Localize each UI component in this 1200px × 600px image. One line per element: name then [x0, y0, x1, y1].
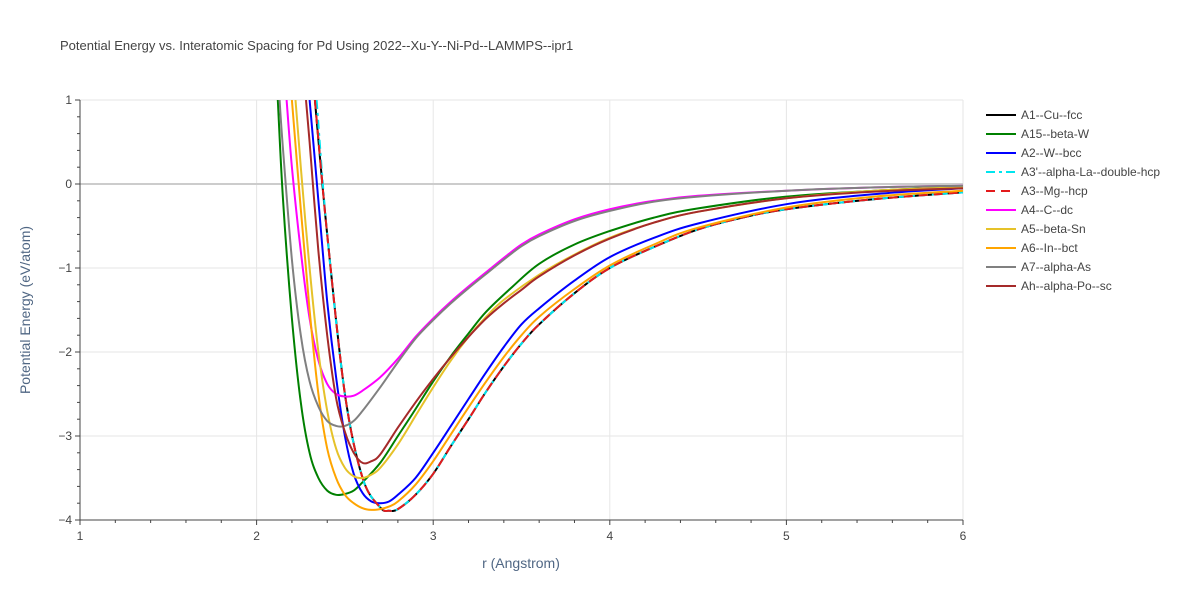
- x-axis-title: r (Angstrom): [482, 555, 560, 571]
- grid: [80, 99, 964, 520]
- y-axis-title: Potential Energy (eV/atom): [17, 226, 33, 394]
- x-tick-label: 5: [783, 529, 790, 543]
- y-tick-label: −1: [58, 261, 72, 275]
- legend-label: A2--W--bcc: [1021, 146, 1081, 160]
- legend-label: A5--beta-Sn: [1021, 222, 1086, 236]
- legend-label: A3'--alpha-La--double-hcp: [1021, 165, 1160, 179]
- legend-item-a6-in-bct[interactable]: A6--In--bct: [986, 241, 1078, 255]
- x-tick-label: 2: [253, 529, 260, 543]
- y-tick-label: 1: [65, 93, 72, 107]
- legend-label: Ah--alpha-Po--sc: [1021, 279, 1112, 293]
- legend-item-a4-c-dc[interactable]: A4--C--dc: [986, 203, 1073, 217]
- x-tick-label: 1: [77, 529, 84, 543]
- y-tick-label: −2: [58, 345, 72, 359]
- series-line-a3-mg-hcp: [313, 100, 963, 513]
- legend-item-a3-alpha-la-double-hcp[interactable]: A3'--alpha-La--double-hcp: [986, 165, 1160, 179]
- plot-area: [276, 100, 963, 513]
- legend-label: A6--In--bct: [1021, 241, 1078, 255]
- legend[interactable]: A1--Cu--fcc A15--beta-W A2--W--bcc A3'--alp…: [986, 108, 1160, 293]
- x-tick-label: 3: [430, 529, 437, 543]
- series-line-ah-alpha-po-sc: [305, 100, 963, 465]
- x-tick-label: 6: [960, 529, 967, 543]
- legend-item-a3-mg-hcp[interactable]: A3--Mg--hcp: [986, 184, 1088, 198]
- legend-item-a15-beta-w[interactable]: A15--beta-W: [986, 127, 1090, 141]
- y-tick-label: −4: [58, 513, 72, 527]
- legend-item-a2-w-bcc[interactable]: A2--W--bcc: [986, 146, 1081, 160]
- series-line-a6-in-bct: [290, 100, 963, 511]
- legend-label: A3--Mg--hcp: [1021, 184, 1088, 198]
- legend-item-a1-cu-fcc[interactable]: A1--Cu--fcc: [986, 108, 1082, 122]
- y-tick-label: −3: [58, 429, 72, 443]
- legend-item-ah-alpha-po-sc[interactable]: Ah--alpha-Po--sc: [986, 279, 1112, 293]
- series-line-a7-alpha-as: [278, 100, 963, 428]
- x-tick-label: 4: [606, 529, 613, 543]
- axes: 1 2 3 4 5 6 1 0 −1 −2 −3 −4: [58, 93, 966, 543]
- legend-label: A1--Cu--fcc: [1021, 108, 1082, 122]
- y-tick-label: 0: [65, 177, 72, 191]
- legend-item-a5-beta-sn[interactable]: A5--beta-Sn: [986, 222, 1086, 236]
- legend-label: A15--beta-W: [1021, 127, 1090, 141]
- legend-item-a7-alpha-as[interactable]: A7--alpha-As: [986, 260, 1091, 274]
- series-line-a15-beta-w: [276, 100, 963, 497]
- legend-label: A7--alpha-As: [1021, 260, 1091, 274]
- chart-title: Potential Energy vs. Interatomic Spacing…: [60, 38, 573, 53]
- legend-label: A4--C--dc: [1021, 203, 1073, 217]
